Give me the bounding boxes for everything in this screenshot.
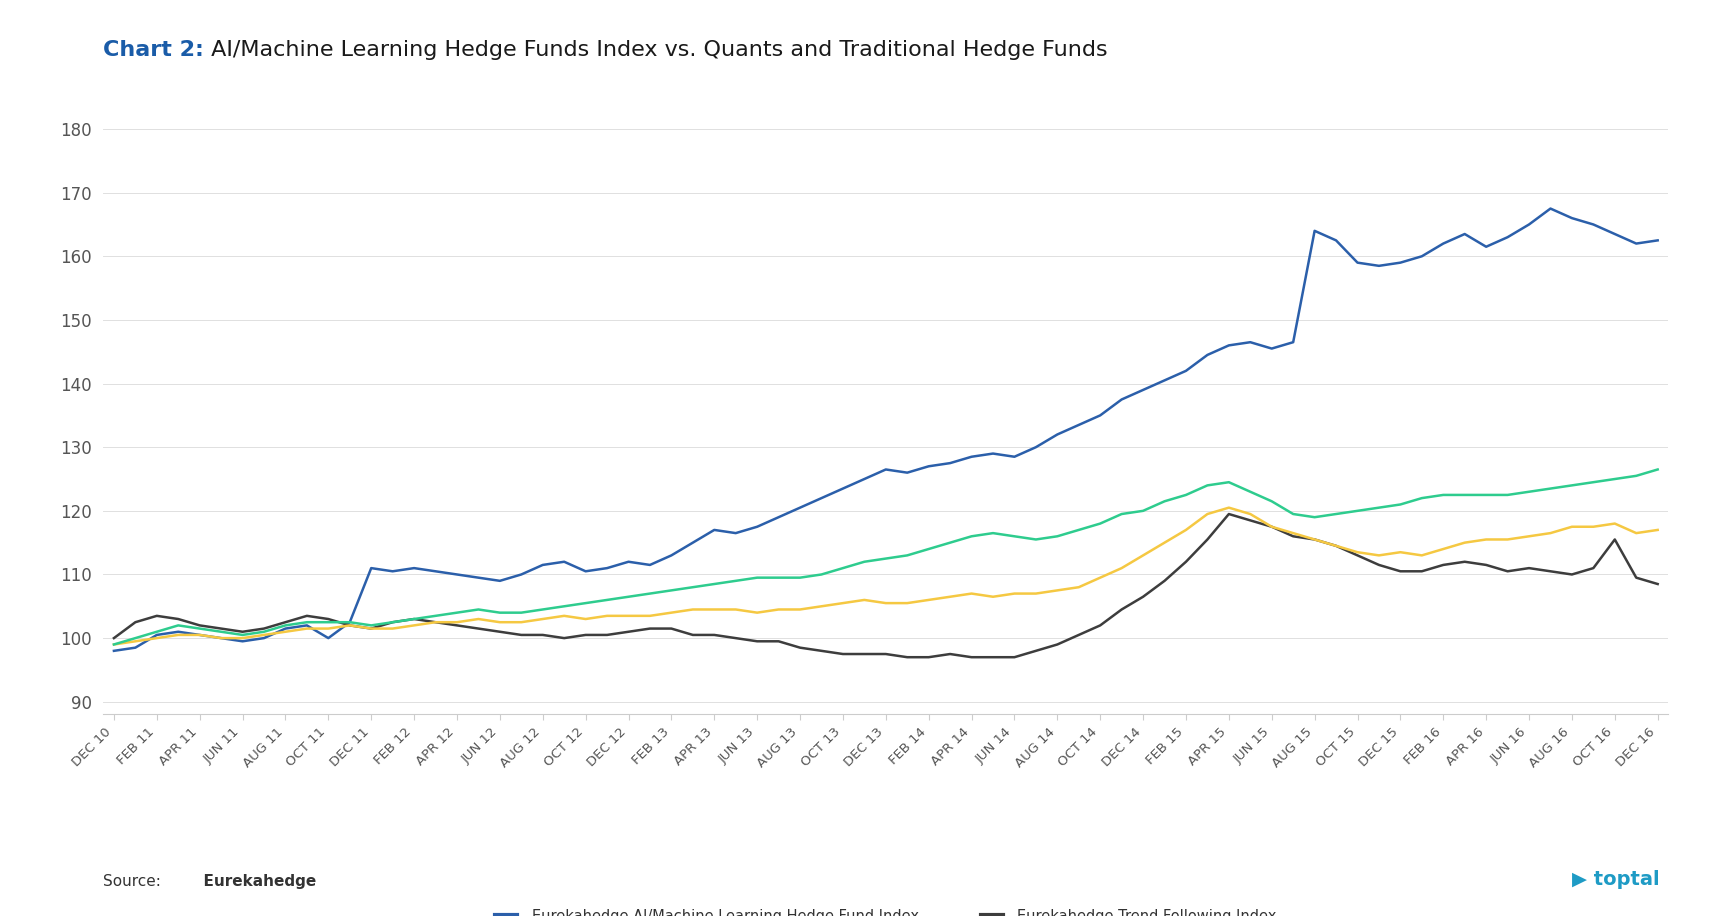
Text: ▶ toptal: ▶ toptal [1572, 869, 1660, 889]
Text: Source:: Source: [103, 874, 162, 889]
Text: AI/Machine Learning Hedge Funds Index vs. Quants and Traditional Hedge Funds: AI/Machine Learning Hedge Funds Index vs… [205, 39, 1108, 60]
Text: Eurekahedge: Eurekahedge [193, 874, 316, 889]
Text: Chart 2:: Chart 2: [103, 39, 205, 60]
Legend: Eurekahedge AI/Machine Learning Hedge Fund Index, Eurekahedge CTA/Managed Future: Eurekahedge AI/Machine Learning Hedge Fu… [488, 903, 1283, 916]
